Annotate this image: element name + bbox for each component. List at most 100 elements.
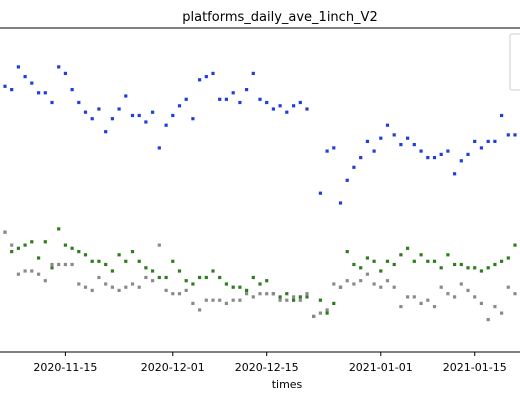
series-2-point [144,266,148,270]
series-2-point [23,243,27,247]
series-1-point [231,91,235,95]
series-1-point [513,133,517,137]
series-1-point [332,146,336,150]
series-2-point [379,269,383,273]
series-1-point [23,75,27,79]
series-1-point [318,191,322,195]
series-2-point [37,256,41,260]
series-1-point [57,65,61,69]
series-1-point [16,65,20,69]
series-3-point [50,262,54,267]
series-2-point [473,266,477,270]
series-2-point [57,227,61,231]
series-2-point [412,259,416,263]
x-tick-label: 2020-12-15 [235,361,299,374]
series-1-point [198,78,202,82]
series-2-point [50,266,54,270]
series-3-point [16,272,20,276]
series-1-point [171,113,175,118]
series-1-point [305,107,309,111]
x-tick-label: 2021-01-01 [349,361,413,374]
series-2-point [110,269,114,273]
series-1-point [419,149,423,153]
series-3-point [10,243,14,247]
series-1-point [500,113,504,118]
series-2-point [365,256,369,260]
legend-box [509,33,520,91]
series-1-point [70,88,74,92]
series-3-point [506,285,510,289]
series-1-point [338,201,343,205]
series-2-point [278,295,282,299]
series-1-point [459,159,463,163]
series-3-point [365,272,369,276]
series-1-point [117,107,121,111]
x-tick-label: 2021-01-15 [443,361,507,374]
series-1-point [432,156,437,160]
series-3-point [211,298,215,302]
series-1-point [211,71,215,75]
series-1-point [144,120,148,124]
series-2-point [130,250,135,254]
series-2-point [16,246,20,250]
series-2-point [191,282,195,286]
series-1-point [224,97,228,101]
series-3-point [171,292,175,296]
series-2-point [211,269,215,273]
series-2-point [151,269,155,273]
x-axis-ticks: 2020-11-15 2020-12-01 2020-12-15 2021-01-01… [33,352,507,374]
series-2-point [164,275,168,280]
series-1-point [325,149,329,153]
series-1-point [292,104,296,108]
series-3-point [83,285,88,289]
series-3-point [245,292,249,296]
series-2-point [117,253,121,257]
series-2-point [500,259,504,263]
data-points [3,65,517,322]
x-axis-label: times [272,378,303,391]
series-2-point [385,259,390,263]
series-3-point [3,230,7,234]
series-2-point [70,246,74,250]
series-1-point [251,71,255,75]
series-2-point [486,266,490,270]
series-3-point [90,288,94,292]
series-2-point [77,250,81,254]
series-3-point [446,292,450,296]
series-3-point [265,292,269,296]
series-1-point [43,91,47,95]
series-1-point [10,88,14,92]
series-3-point [258,292,262,296]
series-3-point [23,269,27,273]
series-1-point [258,97,262,101]
series-2-point [439,266,443,270]
series-3-point [37,272,41,276]
series-3-point [224,301,228,305]
series-2-point [63,243,67,247]
x-tick-label: 2020-11-15 [33,361,97,374]
series-2-point [305,295,309,299]
series-3-point [144,275,148,280]
series-3-point [63,262,67,267]
series-3-point [130,282,135,286]
series-3-point [426,298,430,302]
series-1-point [3,84,7,88]
series-3-point [473,295,477,299]
series-3-point [486,318,490,322]
series-1-point [372,149,376,153]
series-1-point [265,100,269,105]
series-1-point [177,104,182,108]
series-3-point [385,279,390,283]
series-3-point [379,285,383,289]
series-3-point [432,305,437,309]
series-1-point [245,88,249,92]
series-1-point [130,113,135,118]
series-1-point [278,104,282,108]
series-3-point [500,311,504,315]
series-3-point [305,292,309,296]
series-1-point [285,110,289,114]
series-2-point [204,275,208,280]
series-3-point [204,298,208,302]
series-2-point [184,279,188,283]
series-2-point [198,275,202,280]
